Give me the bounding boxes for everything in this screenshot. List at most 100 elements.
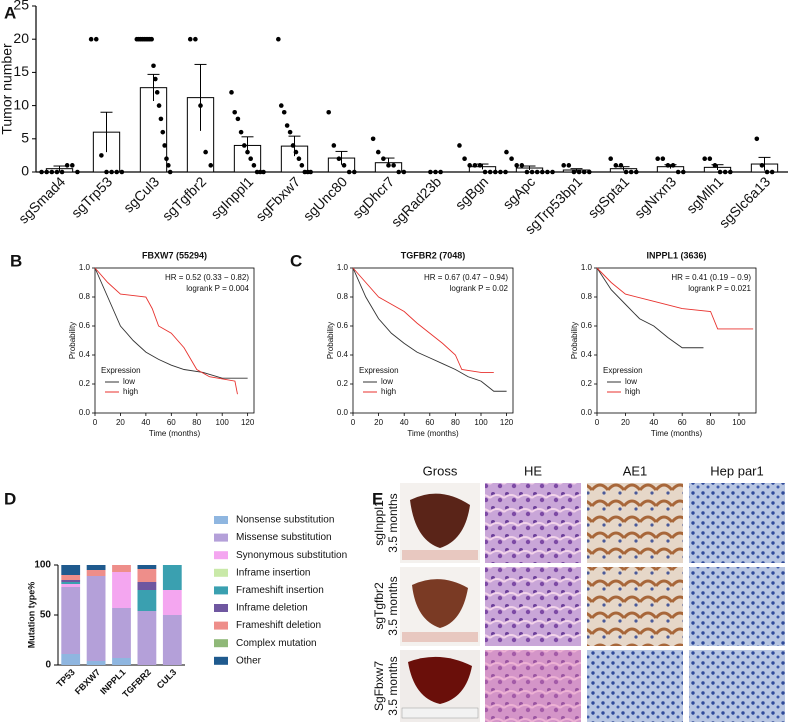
data-point [151,63,156,69]
x-tick-label: 0 [595,418,600,427]
bar-segment [61,580,81,582]
column-header: HE [524,463,542,478]
annotation: HR = 0.52 (0.33 − 0.82) [165,273,249,282]
data-point [261,169,266,175]
data-point [232,109,237,115]
x-tick-label: sgFbxw7 [252,173,303,224]
data-point [519,163,525,168]
data-point [581,169,587,175]
y-tick-label: 1.0 [79,263,91,272]
data-point [187,36,193,42]
x-tick-label: 20 [374,418,383,427]
data-point [529,169,535,175]
bar-segment [162,565,182,590]
panel-label: C [290,251,302,270]
data-point [769,169,775,175]
data-point [576,169,582,175]
data-point [472,163,478,168]
y-tick-label: 0.2 [79,379,91,388]
data-point [276,36,281,42]
x-tick-label: sgBgn [452,173,491,212]
data-point [331,143,337,148]
data-point [59,169,65,175]
row-time: 3.5 months [386,576,400,635]
y-tick-label: 50 [40,610,52,621]
data-point [545,169,550,175]
bar-segment [112,608,131,658]
x-tick-label: 40 [400,418,409,427]
y-tick-label: 5 [21,130,29,146]
data-point [44,169,49,175]
chart-title: TGFBR2 (7048) [401,250,466,260]
legend-label: Complex mutation [236,638,317,649]
bar-segment [162,615,182,665]
legend-swatch [214,656,228,665]
panel-label: B [10,251,22,270]
x-tick-label: sgApc [499,173,538,212]
he-image [485,483,581,722]
legend-label: Frameshift insertion [236,585,324,596]
y-tick-label: 0.6 [337,321,349,330]
data-point [566,163,572,168]
y-tick-label: 0.4 [337,350,349,359]
x-tick-label: sgSmad4 [15,173,68,226]
y-tick-label: 0.0 [337,408,349,417]
data-point [613,163,619,168]
data-point [336,156,342,162]
data-point [154,90,160,95]
bar-segment [86,576,106,661]
legend-label: Synonymous substitution [236,550,347,561]
data-point [571,169,577,175]
bar [139,87,168,173]
data-point [75,169,80,175]
data-point [245,149,250,155]
y-axis-label: Mutation type% [26,582,36,649]
bar-segment [61,584,81,587]
data-point [534,169,540,175]
data-point [665,163,671,168]
data-point [457,143,462,148]
legend-label: high [625,387,640,396]
x-tick-label: sgNrxn3 [631,173,679,221]
data-point [634,169,639,175]
data-point [284,123,290,128]
data-point [504,149,509,155]
data-point [290,143,296,148]
legend-label: Nonsense substitution [236,515,334,526]
x-tick-label: 100 [216,418,230,427]
legend-label: high [123,387,138,396]
data-point [54,169,60,175]
data-point [717,169,723,175]
data-point [156,103,162,108]
data-point [608,156,613,162]
column-header: Hep par1 [710,463,763,478]
x-tick-label: 120 [500,418,514,427]
bar-segment [112,572,131,608]
data-point [198,103,203,108]
data-point [433,169,438,175]
legend-label: low [123,377,135,386]
x-tick-label: 20 [621,418,630,427]
data-point [326,109,332,115]
gross-image [400,483,480,722]
data-point [308,169,313,175]
row-time: 3.5 months [386,493,400,552]
data-point [299,163,305,168]
data-point [370,136,376,142]
y-tick-label: 0.0 [79,408,91,417]
data-point [346,169,352,175]
annotation: logrank P = 0.02 [450,284,509,293]
x-axis-label: Time (months) [407,429,459,438]
bar-segment [137,569,157,582]
data-point [203,149,208,155]
x-axis-label: Time (months) [651,429,703,438]
legend-swatch [214,621,228,630]
data-point [623,169,629,175]
data-point [561,163,566,168]
x-tick-label: 0 [93,418,98,427]
y-tick-label: 20 [13,30,29,46]
data-point [381,156,386,162]
x-tick-label: 40 [141,418,150,427]
legend-swatch [214,533,228,542]
